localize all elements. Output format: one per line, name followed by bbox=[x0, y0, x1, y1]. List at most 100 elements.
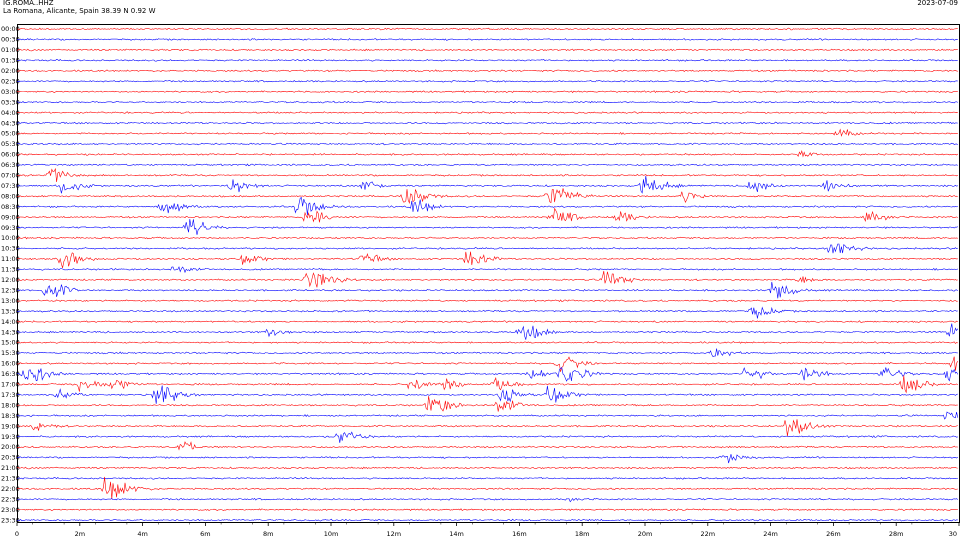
trace-1300 bbox=[17, 299, 958, 303]
row-label: 12:30 bbox=[1, 286, 20, 294]
trace-2230 bbox=[16, 497, 958, 503]
row-label: 10:30 bbox=[1, 245, 20, 253]
row-label: 06:00 bbox=[1, 151, 20, 159]
row-label: 09:30 bbox=[1, 224, 20, 232]
row-labels: 00:00 00:30 01:00 01:30 02:00 02:30 03:00 03:30… bbox=[1, 25, 20, 524]
x-tick-label: 20m bbox=[638, 530, 653, 538]
row-label: 22:30 bbox=[1, 495, 20, 503]
x-tick-label: 6m bbox=[200, 530, 210, 538]
x-tick-label: 8m bbox=[263, 530, 273, 538]
row-label: 14:00 bbox=[1, 318, 20, 326]
row-label: 07:00 bbox=[1, 172, 20, 180]
row-label: 06:30 bbox=[1, 161, 20, 169]
row-label: 12:00 bbox=[1, 276, 20, 284]
row-label: 04:30 bbox=[1, 119, 20, 127]
trace-2100 bbox=[16, 466, 958, 470]
trace-1400 bbox=[16, 320, 958, 323]
row-label: 05:00 bbox=[1, 130, 20, 138]
x-tick-label: 2m bbox=[75, 530, 85, 538]
x-tick-label: 16m bbox=[512, 530, 527, 538]
trace-2300 bbox=[16, 508, 958, 512]
trace-2130 bbox=[16, 477, 958, 480]
row-label: 18:30 bbox=[1, 412, 20, 420]
row-label: 15:00 bbox=[1, 339, 20, 347]
trace-0930 bbox=[16, 219, 958, 235]
row-label: 02:30 bbox=[1, 77, 20, 85]
trace-0500 bbox=[16, 128, 958, 137]
row-label: 17:00 bbox=[1, 381, 20, 389]
row-label: 00:00 bbox=[1, 25, 20, 33]
row-label: 23:30 bbox=[1, 516, 20, 524]
trace-1900 bbox=[16, 419, 958, 437]
row-label: 10:00 bbox=[1, 234, 20, 242]
trace-0830 bbox=[16, 196, 958, 216]
record-date: 2023-07-09 bbox=[917, 0, 958, 7]
row-label: 08:00 bbox=[1, 192, 20, 200]
trace-0700 bbox=[16, 167, 958, 183]
trace-2030 bbox=[16, 454, 958, 464]
x-tick-label: 12m bbox=[386, 530, 401, 538]
row-label: 03:30 bbox=[1, 98, 20, 106]
x-tick-label: 10m bbox=[324, 530, 339, 538]
trace-0300 bbox=[16, 90, 958, 94]
trace-1230 bbox=[16, 281, 958, 299]
trace-0230 bbox=[16, 79, 958, 83]
trace-1600 bbox=[16, 356, 959, 372]
row-label: 15:30 bbox=[1, 349, 20, 357]
x-tick-label: 22m bbox=[700, 530, 715, 538]
trace-1630 bbox=[16, 366, 959, 382]
row-label: 09:00 bbox=[1, 213, 20, 221]
row-label: 05:30 bbox=[1, 140, 20, 148]
row-label: 01:30 bbox=[1, 57, 20, 65]
trace-0130 bbox=[16, 59, 958, 62]
row-label: 11:30 bbox=[1, 266, 20, 274]
trace-1830 bbox=[16, 411, 959, 420]
trace-0530 bbox=[16, 142, 958, 146]
trace-2330 bbox=[16, 518, 958, 522]
trace-0900 bbox=[16, 207, 958, 223]
trace-0100 bbox=[16, 48, 958, 52]
x-tick-label: 0 bbox=[15, 530, 19, 538]
x-tick-label: 28m bbox=[889, 530, 904, 538]
trace-1100 bbox=[16, 251, 958, 268]
x-tick-label: 18m bbox=[575, 530, 590, 538]
trace-0800 bbox=[16, 188, 958, 204]
row-label: 18:00 bbox=[1, 401, 20, 409]
row-label: 07:30 bbox=[1, 182, 20, 190]
trace-2000 bbox=[16, 441, 958, 451]
trace-0200 bbox=[16, 69, 958, 73]
trace-1330 bbox=[16, 306, 958, 319]
trace-1700 bbox=[16, 375, 958, 394]
row-label: 03:00 bbox=[1, 88, 20, 96]
trace-1730 bbox=[16, 385, 958, 404]
row-label: 11:00 bbox=[1, 255, 20, 263]
station-title: IG.ROMA..HHZ bbox=[3, 0, 54, 7]
trace-1800 bbox=[16, 396, 958, 412]
row-label: 20:30 bbox=[1, 454, 20, 462]
trace-0330 bbox=[16, 100, 958, 104]
row-label: 22:00 bbox=[1, 485, 20, 493]
x-tick-label: 4m bbox=[137, 530, 147, 538]
row-label: 14:30 bbox=[1, 328, 20, 336]
row-label: 23:00 bbox=[1, 506, 20, 514]
row-label: 17:30 bbox=[1, 391, 20, 399]
trace-0600 bbox=[16, 149, 958, 158]
trace-0630 bbox=[16, 163, 958, 167]
row-label: 20:00 bbox=[1, 443, 20, 451]
trace-1930 bbox=[16, 431, 958, 443]
trace-2200 bbox=[16, 476, 958, 500]
trace-0030 bbox=[16, 38, 958, 41]
trace-1000 bbox=[16, 236, 958, 240]
plot-frame bbox=[17, 24, 960, 523]
trace-1430 bbox=[16, 323, 959, 340]
x-tick-label: 26m bbox=[826, 530, 841, 538]
station-location: La Romana, Alicante, Spain 38.39 N 0.92 … bbox=[3, 7, 156, 15]
row-label: 13:30 bbox=[1, 307, 20, 315]
row-label: 04:00 bbox=[1, 109, 20, 117]
row-label: 16:00 bbox=[1, 360, 20, 368]
trace-1500 bbox=[16, 341, 958, 344]
row-label: 00:30 bbox=[1, 36, 20, 44]
row-label: 01:00 bbox=[1, 46, 20, 54]
x-axis: 0 2m 4m 6m 8m 10m 12m 14m 16m 18m 20m 22m 24m 26m 28m 3… bbox=[15, 522, 960, 538]
